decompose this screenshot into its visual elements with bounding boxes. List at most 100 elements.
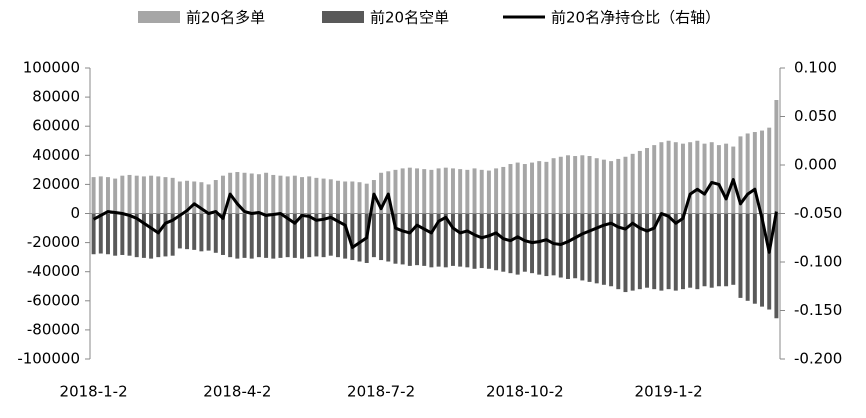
bar <box>724 143 729 214</box>
bar <box>292 175 297 214</box>
bar <box>594 213 599 284</box>
bar <box>264 213 269 258</box>
legend-swatch <box>138 11 180 23</box>
bar <box>357 213 362 262</box>
bar <box>141 176 146 214</box>
bar <box>228 213 233 258</box>
bar <box>256 213 261 258</box>
bar <box>206 184 211 214</box>
bar <box>580 213 585 281</box>
bar <box>256 174 261 214</box>
bar <box>767 213 772 310</box>
bar <box>163 213 168 257</box>
y2-tick-label: 0.100 <box>794 59 837 77</box>
bar <box>343 213 348 259</box>
y-tick-label: -40000 <box>27 262 80 280</box>
bar <box>278 175 283 214</box>
legend-label: 前20名空单 <box>370 9 449 27</box>
bar <box>494 213 499 271</box>
bar <box>436 213 441 267</box>
bar <box>760 213 765 307</box>
bar <box>609 161 614 214</box>
bar <box>652 145 657 214</box>
bar <box>249 213 254 259</box>
bar <box>494 168 499 214</box>
y-tick-label: 20000 <box>32 175 80 193</box>
bar <box>522 164 527 214</box>
bar <box>134 175 139 214</box>
bar <box>149 175 154 214</box>
bar <box>127 213 132 256</box>
bar <box>156 176 161 214</box>
bar <box>530 162 535 214</box>
bar <box>443 213 448 268</box>
bar <box>479 169 484 214</box>
y-tick-label: 80000 <box>32 88 80 106</box>
bar <box>213 213 218 253</box>
bar <box>580 155 585 214</box>
bar <box>616 213 621 290</box>
bar <box>285 213 290 258</box>
bar <box>623 213 628 293</box>
bar <box>350 181 355 214</box>
bar <box>486 170 491 214</box>
bar <box>271 213 276 259</box>
bar <box>702 143 707 214</box>
bar <box>688 213 693 288</box>
bar <box>113 178 118 214</box>
bar <box>472 168 477 214</box>
legend-label: 前20名多单 <box>186 9 265 27</box>
bar <box>767 127 772 214</box>
bar <box>450 213 455 266</box>
bar <box>242 213 247 258</box>
bar <box>199 213 204 252</box>
bar <box>307 176 312 214</box>
bar <box>415 168 420 214</box>
y-tick-label: 100000 <box>23 59 80 77</box>
bar <box>91 177 96 214</box>
bar <box>709 213 714 288</box>
bar <box>242 172 247 214</box>
bar <box>235 213 240 259</box>
bar <box>515 162 520 214</box>
bar <box>630 153 635 214</box>
bar <box>393 169 398 214</box>
bar <box>573 213 578 279</box>
bar <box>544 213 549 277</box>
bar <box>673 142 678 214</box>
bar <box>199 182 204 214</box>
bar <box>141 213 146 258</box>
ratio-line <box>92 178 778 254</box>
bar <box>192 213 197 250</box>
bar <box>120 213 125 255</box>
bar <box>271 174 276 214</box>
bar <box>558 156 563 214</box>
x-tick-label: 2018-4-2 <box>203 383 271 401</box>
bar <box>508 164 513 214</box>
x-tick-label: 2018-1-2 <box>60 383 128 401</box>
bar <box>335 180 340 214</box>
bar <box>379 213 384 261</box>
bar <box>357 182 362 214</box>
bar <box>458 169 463 214</box>
bar <box>206 213 211 251</box>
bar <box>177 181 182 214</box>
bar <box>220 175 225 214</box>
bar <box>637 213 642 290</box>
bar <box>292 213 297 258</box>
bar <box>716 145 721 214</box>
bar <box>652 213 657 290</box>
bar <box>760 130 765 214</box>
bar <box>479 213 484 269</box>
bar <box>220 213 225 255</box>
bar <box>601 159 606 214</box>
y-tick-label: -80000 <box>27 320 80 338</box>
bar <box>501 166 506 214</box>
legend-swatch <box>322 11 364 23</box>
bar <box>666 213 671 290</box>
bar <box>537 213 542 275</box>
bar <box>149 213 154 259</box>
bar <box>565 155 570 214</box>
bar <box>177 213 182 249</box>
